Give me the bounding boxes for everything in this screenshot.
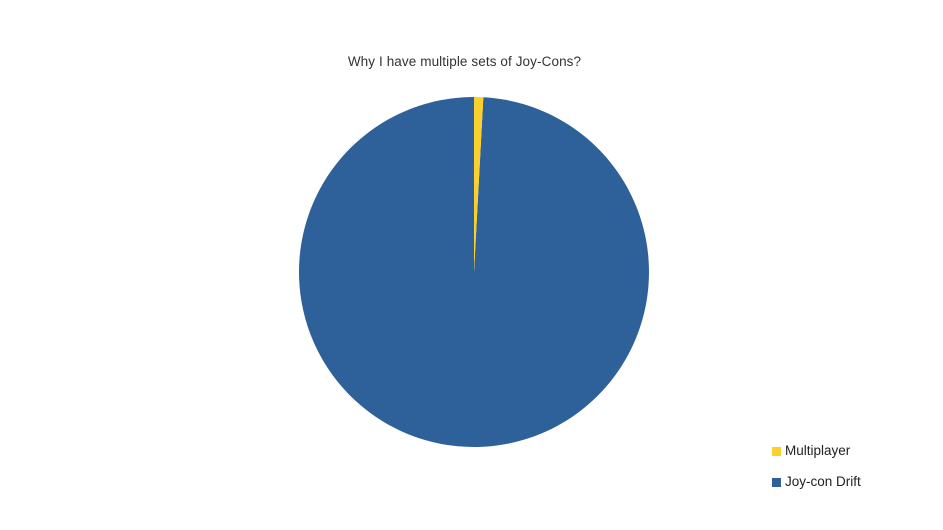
legend-swatch-joy-con-drift-icon [772, 477, 781, 487]
pie-plot-area [299, 97, 649, 447]
pie-slice-joy-con-drift[interactable] [299, 97, 649, 447]
legend-label-multiplayer: Multiplayer [785, 443, 851, 459]
legend-item-multiplayer[interactable]: Multiplayer [772, 440, 937, 462]
legend-swatch-multiplayer-icon [772, 446, 781, 456]
legend-label-joy-con-drift: Joy-con Drift [785, 474, 861, 490]
chart-title: Why I have multiple sets of Joy-Cons? [347, 54, 582, 69]
chart-legend: Multiplayer Joy-con Drift [772, 440, 937, 502]
pie-svg [299, 97, 649, 447]
pie-slice-multiplayer[interactable] [474, 97, 484, 272]
legend-item-joy-con-drift[interactable]: Joy-con Drift [772, 471, 937, 493]
